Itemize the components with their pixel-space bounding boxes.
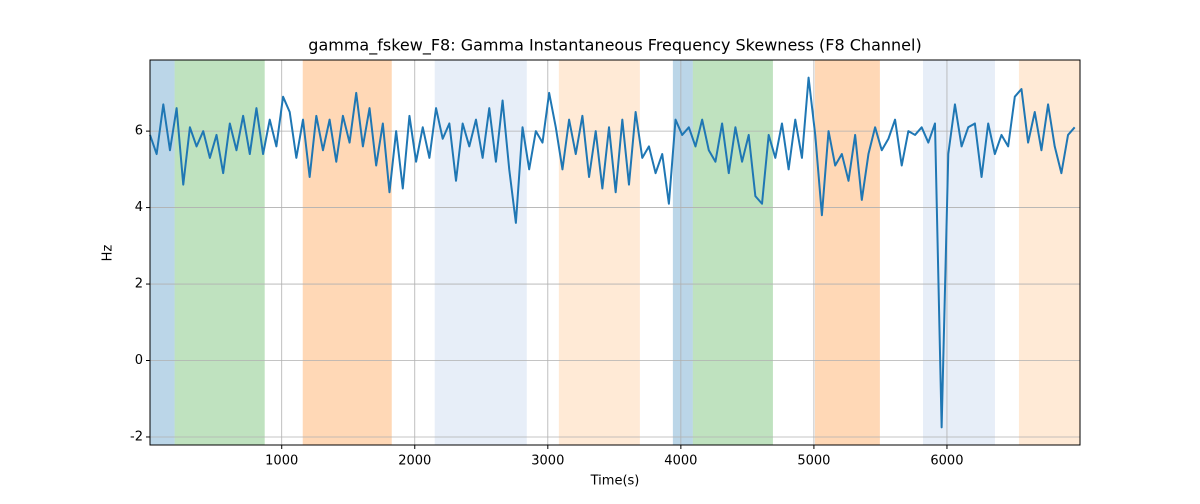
y-tick-label: 6 xyxy=(135,124,143,139)
x-tick-label: 5000 xyxy=(797,454,830,469)
x-axis-label: Time(s) xyxy=(590,474,640,489)
x-tick-label: 3000 xyxy=(531,454,564,469)
y-tick-label: 4 xyxy=(135,200,143,215)
shaded-span xyxy=(692,60,773,445)
x-tick-label: 2000 xyxy=(398,454,431,469)
data-line xyxy=(149,76,1076,429)
shaded-span xyxy=(672,60,693,445)
shaded-span xyxy=(1018,60,1080,445)
x-tick-label: 6000 xyxy=(930,454,963,469)
shaded-span xyxy=(174,60,265,445)
chart-title: gamma_fskew_F8: Gamma Instantaneous Freq… xyxy=(308,36,921,56)
shaded-span xyxy=(814,60,880,445)
shaded-span xyxy=(558,60,640,445)
plot-frame xyxy=(149,59,1081,446)
y-tick-label: 2 xyxy=(135,277,143,292)
y-axis-label: Hz xyxy=(101,245,116,262)
x-tick-label: 4000 xyxy=(664,454,697,469)
shaded-span xyxy=(923,60,995,445)
shaded-span xyxy=(150,60,175,445)
y-tick-label: 0 xyxy=(135,353,143,368)
y-tick-label: -2 xyxy=(130,429,143,444)
x-tick-label: 1000 xyxy=(265,454,298,469)
shaded-span xyxy=(434,60,527,445)
